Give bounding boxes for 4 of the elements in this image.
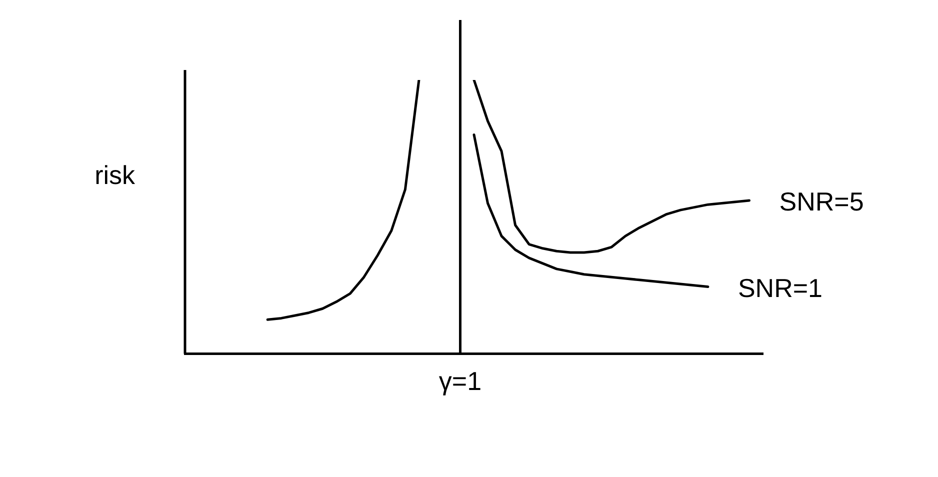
- y-axis-title: risk: [94, 160, 136, 190]
- text: γ=1: [438, 366, 482, 396]
- series-label: SNR=1: [738, 272, 822, 303]
- series-label: SNR=5: [779, 186, 864, 217]
